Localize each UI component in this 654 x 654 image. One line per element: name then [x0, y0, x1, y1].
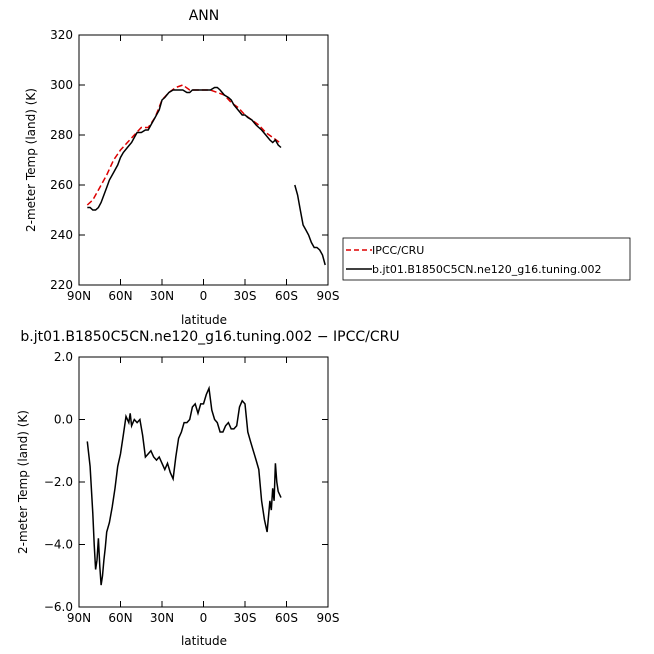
legend-label-ipcc-cru: IPCC/CRU	[372, 244, 424, 257]
bottom-x-axis: 90N 60N 30N 0 30S 60S 90S	[67, 357, 340, 625]
top-ytick-label: 260	[50, 178, 73, 192]
top-ytick-label: 300	[50, 78, 73, 92]
bottom-panel: b.jt01.B1850C5CN.ne120_g16.tuning.002 − …	[16, 329, 400, 648]
top-series-line-1	[87, 86, 282, 211]
legend-label-model: b.jt01.B1850C5CN.ne120_g16.tuning.002	[372, 263, 601, 276]
top-xtick-label: 60S	[275, 289, 298, 303]
top-ytick-label: 220	[50, 278, 73, 292]
top-xtick-label: 30S	[234, 289, 257, 303]
legend-box	[342, 237, 631, 281]
bottom-xtick-label: 0	[200, 611, 208, 625]
bottom-series-lines	[86, 385, 282, 586]
top-y-axis-label: 2-meter Temp (land) (K)	[24, 88, 38, 232]
bottom-xtick-label: 90N	[67, 611, 91, 625]
top-xtick-label: 60N	[108, 289, 132, 303]
legend: IPCC/CRU b.jt01.B1850C5CN.ne120_g16.tuni…	[342, 237, 631, 281]
bottom-series-line-0	[86, 385, 282, 586]
top-chart-title: ANN	[189, 8, 220, 24]
bottom-xtick-label: 60N	[108, 611, 132, 625]
top-plot-frame	[78, 34, 329, 286]
top-ytick-label: 280	[50, 128, 73, 142]
top-ytick-label: 240	[50, 228, 73, 242]
bottom-x-axis-label: latitude	[181, 634, 227, 648]
top-xtick-label: 90S	[317, 289, 340, 303]
bottom-ytick-label: 0.0	[54, 413, 73, 427]
bottom-chart-title: b.jt01.B1850C5CN.ne120_g16.tuning.002 − …	[20, 329, 399, 345]
bottom-ytick-label: 2.0	[54, 350, 73, 364]
top-x-axis: 90N 60N 30N 0 30S 60S 90S	[67, 35, 340, 303]
bottom-xtick-label: 90S	[317, 611, 340, 625]
bottom-xtick-label: 30S	[234, 611, 257, 625]
bottom-xtick-label: 30N	[150, 611, 174, 625]
top-xtick-label: 0	[200, 289, 208, 303]
bottom-xtick-label: 60S	[275, 611, 298, 625]
top-series-line-1	[294, 184, 326, 266]
top-y-axis: 220 240 260 280 300 320	[50, 28, 328, 292]
top-series-lines	[86, 84, 326, 266]
top-series-line-0	[86, 84, 281, 206]
bottom-y-axis: −6.0 −4.0 −2.0 0.0 2.0	[44, 350, 328, 614]
top-xtick-label: 30N	[150, 289, 174, 303]
top-ytick-label: 320	[50, 28, 73, 42]
top-x-axis-label: latitude	[181, 313, 227, 327]
bottom-ytick-label: −6.0	[44, 600, 73, 614]
bottom-ytick-label: −2.0	[44, 475, 73, 489]
top-xtick-label: 90N	[67, 289, 91, 303]
bottom-y-axis-label: 2-meter Temp (land) (K)	[16, 410, 30, 554]
bottom-ytick-label: −4.0	[44, 538, 73, 552]
